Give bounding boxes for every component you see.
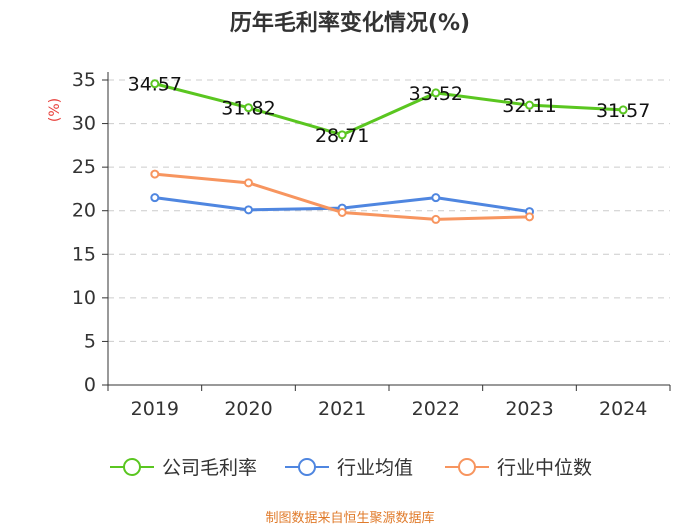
grid bbox=[108, 79, 670, 342]
legend-item[interactable]: 公司毛利率 bbox=[110, 457, 257, 479]
legend-label: 行业中位数 bbox=[497, 457, 592, 479]
data-label: 31.82 bbox=[221, 98, 275, 120]
data-label: 32.11 bbox=[502, 95, 556, 117]
y-axis-label: (%) bbox=[47, 98, 63, 122]
legend[interactable]: 公司毛利率 行业均值 行业中位数 bbox=[110, 457, 592, 479]
x-tick-label: 2019 bbox=[131, 398, 179, 420]
legend-item[interactable]: 行业中位数 bbox=[445, 457, 592, 479]
x-tick-label: 2020 bbox=[224, 398, 272, 420]
y-tick-label: 20 bbox=[72, 200, 96, 222]
data-label: 34.57 bbox=[128, 74, 182, 96]
data-point[interactable] bbox=[244, 103, 253, 113]
data-point[interactable] bbox=[618, 105, 628, 115]
x-tick-label: 2021 bbox=[318, 398, 366, 420]
data-point[interactable] bbox=[337, 207, 347, 217]
y-tick-label: 10 bbox=[72, 287, 96, 309]
axes: 0 5 10 15 20 25 30 35 2019 2020 2021 2022 2023 2024 bbox=[72, 69, 671, 420]
y-tick-label: 0 bbox=[84, 374, 96, 396]
data-point[interactable] bbox=[337, 130, 347, 140]
legend-marker bbox=[123, 458, 141, 476]
data-point[interactable] bbox=[150, 193, 160, 203]
data-labels: 34.57 31.82 28.71 33.52 32.11 31.57 bbox=[128, 74, 651, 147]
x-tick-label: 2022 bbox=[412, 398, 460, 420]
data-label: 33.52 bbox=[409, 83, 463, 105]
data-point[interactable] bbox=[525, 100, 534, 110]
data-point[interactable] bbox=[525, 212, 534, 222]
legend-item[interactable]: 行业均值 bbox=[285, 457, 413, 479]
series-2 bbox=[150, 169, 534, 224]
y-tick-label: 35 bbox=[72, 69, 96, 91]
data-point[interactable] bbox=[431, 88, 441, 98]
legend-label: 行业均值 bbox=[337, 457, 413, 479]
data-point[interactable] bbox=[244, 205, 253, 215]
x-tick-label: 2023 bbox=[505, 398, 553, 420]
series-0 bbox=[150, 79, 628, 140]
y-tick-label: 15 bbox=[72, 243, 96, 265]
chart-title: 历年毛利率变化情况(%) bbox=[230, 10, 470, 36]
legend-label: 公司毛利率 bbox=[162, 457, 257, 479]
legend-marker bbox=[298, 458, 316, 476]
data-label: 28.71 bbox=[315, 125, 369, 147]
series-line[interactable] bbox=[154, 82, 624, 137]
series-lines bbox=[150, 79, 628, 224]
data-label: 31.57 bbox=[596, 100, 650, 122]
legend-marker bbox=[458, 458, 476, 476]
x-tick-label: 2024 bbox=[599, 398, 647, 420]
source-note: 制图数据来自恒生聚源数据库 bbox=[265, 510, 434, 525]
data-point[interactable] bbox=[431, 193, 441, 203]
data-point[interactable] bbox=[431, 214, 441, 224]
data-point[interactable] bbox=[150, 79, 160, 89]
data-point[interactable] bbox=[244, 178, 253, 188]
y-tick-label: 30 bbox=[72, 113, 96, 135]
data-point[interactable] bbox=[150, 169, 160, 179]
y-tick-label: 25 bbox=[72, 156, 96, 178]
y-tick-label: 5 bbox=[84, 330, 96, 352]
